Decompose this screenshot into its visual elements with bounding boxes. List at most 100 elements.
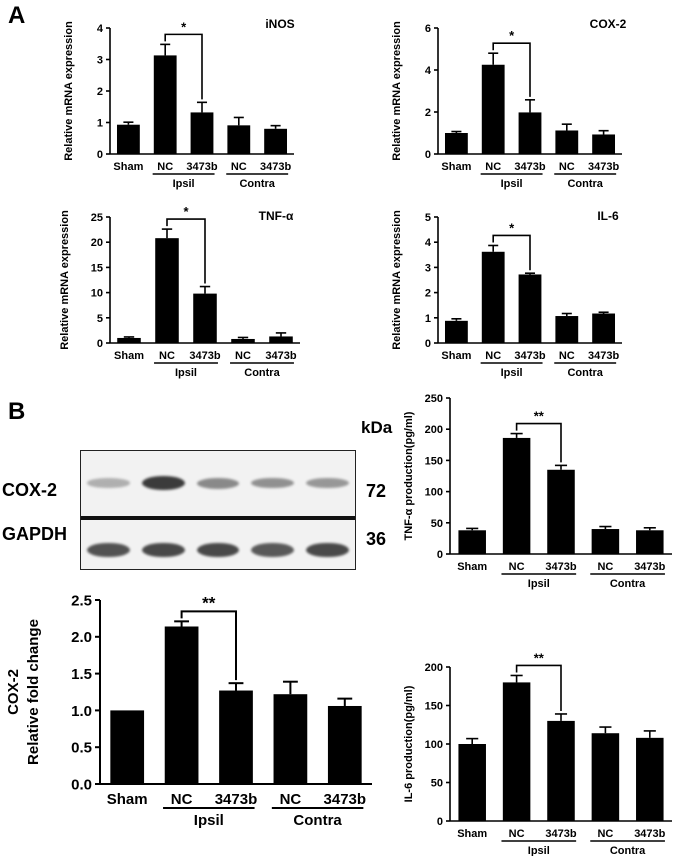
bar bbox=[219, 690, 253, 784]
blot-band bbox=[141, 476, 185, 490]
bar bbox=[592, 313, 616, 343]
y-tick-label: 10 bbox=[91, 288, 103, 300]
blot-band bbox=[306, 477, 349, 489]
bar bbox=[458, 744, 486, 821]
group-label: Ipsil bbox=[528, 845, 550, 856]
blot-band bbox=[141, 542, 185, 558]
category-label: NC bbox=[231, 161, 247, 173]
y-axis-label: Relative fold change bbox=[25, 619, 42, 765]
category-label: 3473b bbox=[634, 828, 665, 840]
category-label: NC bbox=[509, 561, 525, 573]
y-tick-label: 5 bbox=[97, 313, 103, 325]
blot-band bbox=[251, 542, 295, 558]
panel-label-a: A bbox=[8, 2, 26, 29]
y-tick-label: 250 bbox=[425, 393, 443, 405]
significance-bracket bbox=[164, 33, 203, 100]
y-tick-label: 0 bbox=[425, 338, 431, 350]
cox2-band-row bbox=[81, 451, 355, 516]
blot-band bbox=[87, 478, 130, 488]
y-tick-label: 2 bbox=[97, 86, 103, 98]
significance-marker: ** bbox=[202, 593, 216, 612]
y-tick-label: 25 bbox=[91, 212, 103, 224]
bar bbox=[547, 720, 575, 821]
category-label: NC bbox=[509, 828, 525, 840]
blot-band bbox=[87, 542, 130, 558]
chart-title: iNOS bbox=[265, 17, 294, 31]
y-tick-label: 100 bbox=[425, 739, 443, 751]
group-label: Contra bbox=[567, 367, 603, 379]
y-tick-label: 150 bbox=[425, 455, 443, 467]
category-label: 3473b bbox=[588, 350, 619, 362]
bar bbox=[117, 337, 141, 343]
y-tick-label: 0 bbox=[437, 549, 443, 561]
category-label: 3473b bbox=[324, 791, 367, 808]
bar bbox=[444, 133, 468, 154]
category-label: Sham bbox=[441, 161, 471, 173]
bar bbox=[444, 320, 468, 343]
y-tick-label: 1 bbox=[97, 117, 103, 129]
y-axis-label: IL-6 production(pg/ml) bbox=[403, 685, 415, 802]
cox2-chart: 0 2 4 6 Sham NC 3473b NC 3473b Ipsil Contra * COX-2 R… bbox=[391, 17, 627, 190]
y-tick-label: 2 bbox=[425, 107, 431, 119]
y-tick-label: 4 bbox=[425, 65, 432, 77]
category-label: Sham bbox=[457, 561, 487, 573]
group-label: Ipsil bbox=[173, 178, 195, 190]
bar bbox=[164, 626, 199, 784]
cox2-blot-label: COX-2 bbox=[2, 480, 58, 500]
gapdh-blot-label: GAPDH bbox=[2, 524, 68, 544]
blot-band bbox=[196, 477, 240, 489]
category-label: 3473b bbox=[215, 791, 258, 808]
inos-chart: 0 1 2 3 4 Sham NC 3473b NC 3473b Ipsil Contra * iNOS R… bbox=[63, 17, 295, 190]
y-tick-label: 200 bbox=[425, 424, 443, 436]
bar bbox=[116, 124, 140, 154]
y-tick-label: 50 bbox=[431, 518, 443, 530]
tnf-production-chart: 0 50 100 150 200 250 Sham NC 3473b NC 3473b Ipsil Co… bbox=[403, 393, 672, 590]
gapdh-kda-value: 36 bbox=[366, 529, 387, 549]
significance-marker: ** bbox=[534, 650, 545, 665]
bar bbox=[155, 238, 179, 343]
y-tick-label: 6 bbox=[425, 23, 431, 35]
category-label: NC bbox=[157, 161, 173, 173]
y-tick-label: 2 bbox=[425, 288, 431, 300]
bar bbox=[327, 705, 362, 784]
bar bbox=[193, 293, 217, 343]
y-tick-label: 15 bbox=[91, 262, 103, 274]
group-label: Contra bbox=[610, 578, 646, 590]
category-label: 3473b bbox=[545, 828, 576, 840]
group-label: Ipsil bbox=[501, 178, 523, 190]
y-tick-label: 0.0 bbox=[71, 776, 92, 793]
category-label: Sham bbox=[114, 350, 144, 362]
significance-bracket bbox=[515, 664, 562, 711]
bar bbox=[518, 274, 542, 343]
cox2-kda-value: 72 bbox=[366, 481, 387, 501]
group-label: Contra bbox=[293, 812, 342, 829]
western-blot: kDa COX-2 GAPDH 72 36 bbox=[0, 418, 400, 588]
bar bbox=[481, 64, 505, 154]
group-label: Ipsil bbox=[194, 812, 224, 829]
category-label: Sham bbox=[441, 350, 471, 362]
il6-chart: 0 1 2 3 4 5 Sham NC 3473b NC 3473b Ipsil Contra * IL-6… bbox=[391, 209, 622, 379]
significance-marker: * bbox=[509, 220, 515, 235]
y-tick-label: 3 bbox=[425, 262, 431, 274]
group-label: Ipsil bbox=[175, 367, 197, 379]
category-label: NC bbox=[485, 161, 501, 173]
bar bbox=[636, 737, 664, 821]
y-tick-label: 1.0 bbox=[71, 703, 92, 720]
category-label: 3473b bbox=[634, 561, 665, 573]
category-label: NC bbox=[171, 791, 193, 808]
bar bbox=[231, 338, 255, 343]
bar bbox=[110, 710, 145, 784]
chart-title: IL-6 bbox=[597, 209, 619, 223]
il6-production-chart: 0 50 100 150 200 Sham NC 3473b NC 3473b Ipsil Contr… bbox=[403, 650, 672, 856]
y-tick-label: 0 bbox=[97, 338, 103, 350]
y-tick-label: 100 bbox=[425, 487, 443, 499]
y-tick-label: 0 bbox=[97, 149, 103, 161]
category-label: 3473b bbox=[545, 561, 576, 573]
category-label: NC bbox=[597, 561, 613, 573]
significance-bracket bbox=[492, 234, 531, 271]
y-tick-label: 150 bbox=[425, 700, 443, 712]
category-label: NC bbox=[597, 828, 613, 840]
bar bbox=[153, 55, 177, 154]
y-axis-label: Relative mRNA expression bbox=[391, 21, 403, 161]
y-tick-label: 2.5 bbox=[71, 592, 92, 609]
